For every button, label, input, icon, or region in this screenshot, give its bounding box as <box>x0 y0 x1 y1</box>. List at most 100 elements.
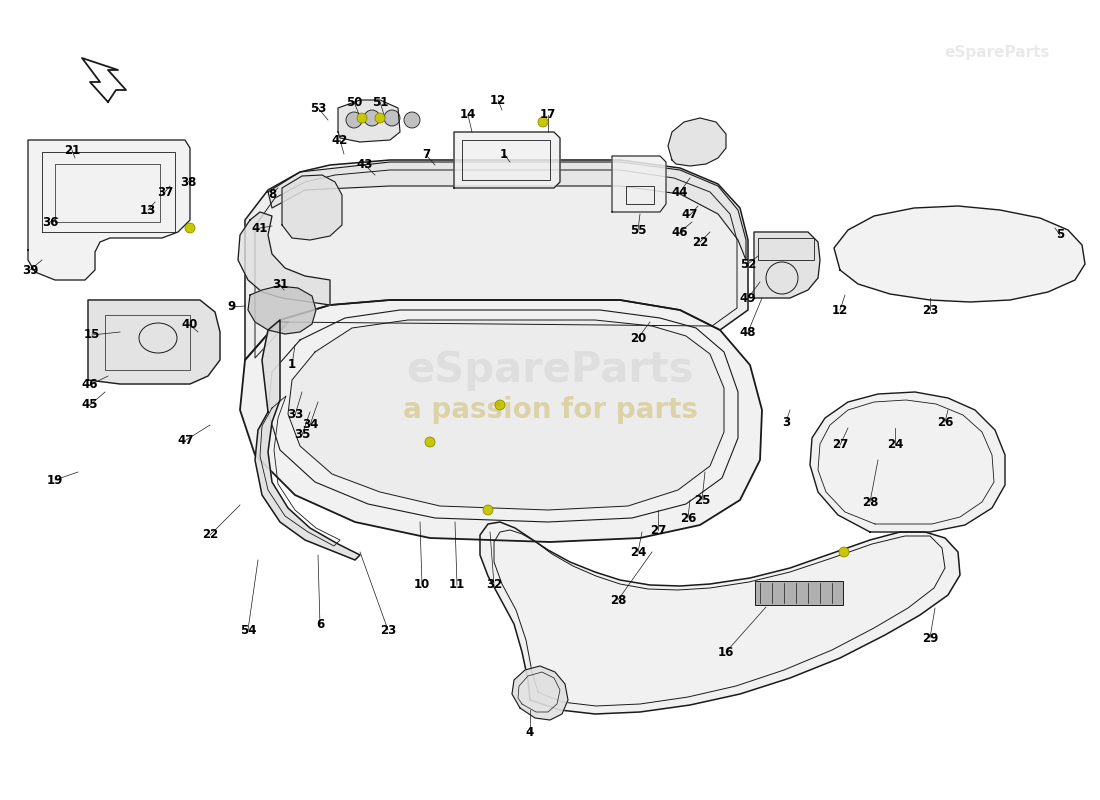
Circle shape <box>425 437 435 447</box>
Text: 31: 31 <box>272 278 288 291</box>
Text: 52: 52 <box>740 258 756 270</box>
Polygon shape <box>810 392 1005 532</box>
Text: 1: 1 <box>499 147 508 161</box>
Text: a passion for parts: a passion for parts <box>403 396 697 424</box>
Text: 43: 43 <box>356 158 373 171</box>
Text: 49: 49 <box>739 291 757 305</box>
Polygon shape <box>754 232 820 298</box>
Text: 5: 5 <box>1056 229 1064 242</box>
Circle shape <box>495 400 505 410</box>
Text: 28: 28 <box>861 495 878 509</box>
Text: 7: 7 <box>422 149 430 162</box>
Text: 19: 19 <box>47 474 63 486</box>
Text: 45: 45 <box>81 398 98 411</box>
Bar <box>626 186 654 204</box>
Text: 11: 11 <box>449 578 465 591</box>
Circle shape <box>358 113 367 123</box>
Text: 21: 21 <box>64 143 80 157</box>
Polygon shape <box>238 212 330 305</box>
Text: 24: 24 <box>630 546 646 558</box>
Text: 51: 51 <box>372 95 388 109</box>
Polygon shape <box>668 118 726 166</box>
Text: 15: 15 <box>84 329 100 342</box>
Text: 22: 22 <box>692 235 708 249</box>
Circle shape <box>839 547 849 557</box>
Text: 35: 35 <box>294 429 310 442</box>
Text: 20: 20 <box>630 331 646 345</box>
Text: 6: 6 <box>316 618 324 631</box>
Text: 48: 48 <box>739 326 757 338</box>
Text: 37: 37 <box>157 186 173 198</box>
Text: 16: 16 <box>718 646 734 658</box>
Polygon shape <box>834 206 1085 302</box>
Circle shape <box>364 110 380 126</box>
Text: 55: 55 <box>629 223 647 237</box>
Text: 40: 40 <box>182 318 198 331</box>
Text: 34: 34 <box>301 418 318 431</box>
Polygon shape <box>288 320 724 510</box>
Polygon shape <box>245 160 748 360</box>
Text: 9: 9 <box>228 301 236 314</box>
Text: 47: 47 <box>178 434 195 446</box>
Text: 12: 12 <box>490 94 506 106</box>
Text: 4: 4 <box>526 726 535 738</box>
Text: 22: 22 <box>202 529 218 542</box>
Circle shape <box>375 113 385 123</box>
Text: 42: 42 <box>332 134 349 146</box>
Text: 8: 8 <box>268 187 276 201</box>
Text: 24: 24 <box>887 438 903 451</box>
Text: 32: 32 <box>486 578 502 591</box>
Bar <box>758 238 814 260</box>
Text: 23: 23 <box>922 303 938 317</box>
Polygon shape <box>248 286 316 334</box>
Text: 27: 27 <box>832 438 848 451</box>
Text: 10: 10 <box>414 578 430 591</box>
Circle shape <box>185 223 195 233</box>
Text: eSpareParts: eSpareParts <box>406 349 694 391</box>
Polygon shape <box>255 320 360 560</box>
Text: 25: 25 <box>694 494 711 506</box>
Polygon shape <box>612 156 666 212</box>
Polygon shape <box>28 140 190 280</box>
Circle shape <box>538 117 548 127</box>
Polygon shape <box>88 300 220 384</box>
Text: 1: 1 <box>288 358 296 371</box>
Text: 17: 17 <box>540 109 557 122</box>
Bar <box>104 315 190 370</box>
Text: eSpareParts: eSpareParts <box>945 45 1050 60</box>
Text: 13: 13 <box>140 203 156 217</box>
Text: 14: 14 <box>460 109 476 122</box>
Text: 54: 54 <box>240 623 256 637</box>
Polygon shape <box>480 522 960 714</box>
Polygon shape <box>240 300 762 542</box>
Text: 33: 33 <box>287 409 304 422</box>
Text: 53: 53 <box>310 102 327 114</box>
Polygon shape <box>454 132 560 188</box>
Text: 3: 3 <box>782 415 790 429</box>
Text: 26: 26 <box>680 511 696 525</box>
Text: 29: 29 <box>922 631 938 645</box>
Text: 36: 36 <box>42 215 58 229</box>
Polygon shape <box>512 666 568 720</box>
Circle shape <box>346 112 362 128</box>
Text: 50: 50 <box>345 95 362 109</box>
Circle shape <box>404 112 420 128</box>
Text: 46: 46 <box>81 378 98 391</box>
Text: 26: 26 <box>937 415 954 429</box>
Polygon shape <box>338 100 400 142</box>
Text: 39: 39 <box>22 263 38 277</box>
Text: 46: 46 <box>672 226 689 238</box>
Text: 44: 44 <box>672 186 689 198</box>
Polygon shape <box>282 175 342 240</box>
Text: 23: 23 <box>379 623 396 637</box>
Circle shape <box>384 110 400 126</box>
Bar <box>755 581 843 605</box>
Text: 47: 47 <box>682 209 698 222</box>
Text: 12: 12 <box>832 303 848 317</box>
Text: 41: 41 <box>252 222 268 234</box>
Text: 38: 38 <box>179 175 196 189</box>
Circle shape <box>483 505 493 515</box>
Text: 27: 27 <box>650 523 667 537</box>
Polygon shape <box>268 162 746 260</box>
Text: 28: 28 <box>609 594 626 606</box>
